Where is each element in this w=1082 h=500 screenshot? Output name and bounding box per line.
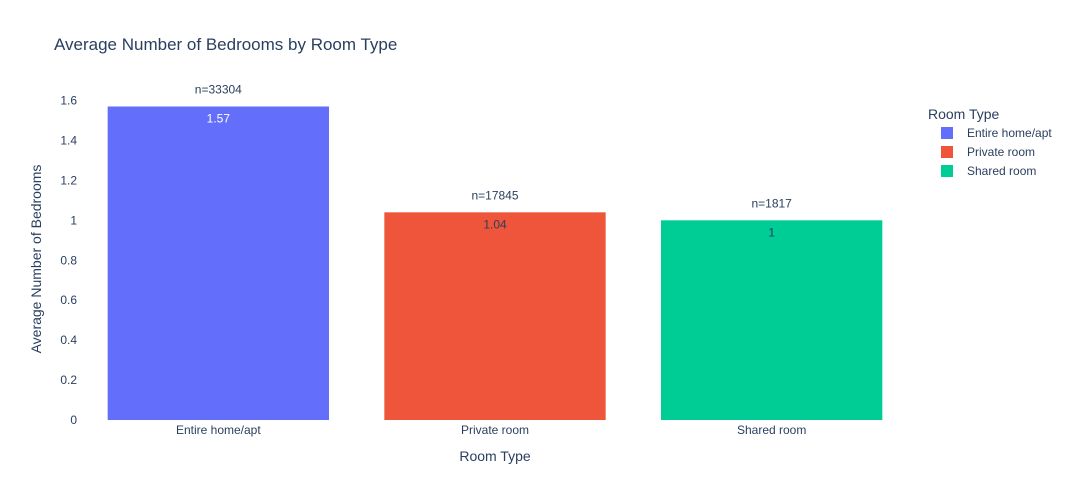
bar-value-label: 1 [768,225,775,239]
y-tick-label: 1.2 [60,173,77,187]
x-axis-ticks: Entire home/apt Private room Shared room [176,423,806,437]
bar [661,220,883,420]
legend-items: Entire home/apt Private room Shared room [941,126,1052,178]
x-tick-label: Shared room [737,423,806,437]
x-axis-title: Room Type [459,448,531,464]
y-axis-ticks: 0 0.2 0.4 0.6 0.8 1 1.2 1.4 1.6 [60,94,77,427]
bar-count-label: n=33304 [195,82,242,96]
legend-swatch [941,127,953,139]
y-tick-label: 1 [70,213,77,227]
legend-swatch [941,165,953,177]
legend-item-label: Shared room [967,164,1036,178]
y-tick-label: 0.4 [60,333,77,347]
legend-swatch [941,146,953,158]
legend: Room Type Entire home/apt Private room Sha… [928,106,1052,178]
y-tick-label: 0.8 [60,253,77,267]
bar [107,106,330,420]
bar-count-label: n=17845 [471,188,518,202]
y-tick-label: 0.2 [60,373,77,387]
x-tick-label: Entire home/apt [176,423,261,437]
y-tick-label: 0 [70,413,77,427]
legend-item-label: Entire home/apt [967,126,1052,140]
bar-value-label: 1.57 [207,111,231,125]
y-tick-label: 1.4 [60,133,77,147]
bar-value-label: 1.04 [483,217,507,231]
bar [384,212,606,420]
legend-title: Room Type [928,106,1000,122]
bar-count-label: n=1817 [751,196,792,210]
y-tick-label: 0.6 [60,293,77,307]
x-tick-label: Private room [461,423,529,437]
legend-item-label: Private room [967,145,1035,159]
y-tick-label: 1.6 [60,94,77,108]
bars: 1.57 n=33304 1.04 n=17845 1 n=1817 [107,82,883,420]
chart-title: Average Number of Bedrooms by Room Type [54,35,397,54]
y-axis-title: Average Number of Bedrooms [28,165,44,354]
